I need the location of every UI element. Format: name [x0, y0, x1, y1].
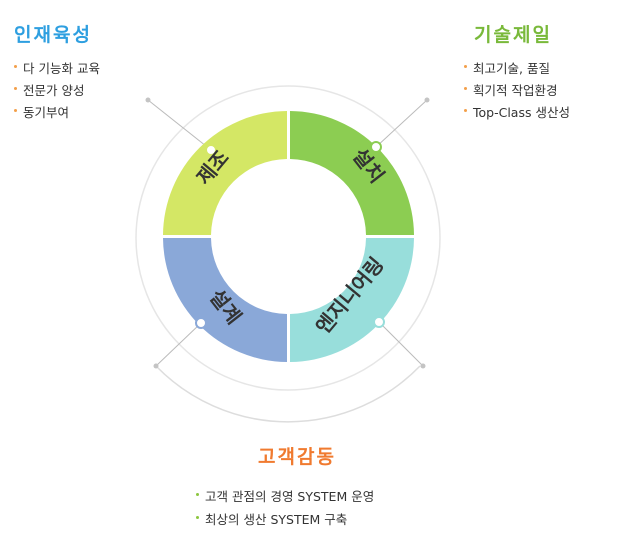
- connector-lines: [147, 99, 428, 367]
- list-item: 획기적 작업환경: [464, 80, 570, 102]
- talent-list: 다 기능화 교육 전문가 양성 동기부여: [14, 58, 100, 124]
- bottom-arc: [155, 365, 421, 423]
- segment-engineering: [290, 238, 414, 362]
- list-item-text: 최고기술, 품질: [473, 61, 550, 76]
- list-item-text: 획기적 작업환경: [473, 83, 558, 98]
- marker-design: [195, 317, 207, 329]
- list-item: 동기부여: [14, 102, 100, 124]
- customer-section: 고객감동 고객 관점의 경영 SYSTEM 운영 최상의 생산 SYSTEM 구…: [196, 442, 374, 531]
- tech-section: 기술제일 최고기술, 품질 획기적 작업환경 Top-Class 생산성: [464, 20, 570, 124]
- bullet-dot: [196, 516, 199, 519]
- bullet-dot: [14, 109, 17, 112]
- list-item: 고객 관점의 경영 SYSTEM 운영: [196, 485, 374, 508]
- connector-talent: [147, 99, 212, 151]
- bullet-dot: [464, 87, 467, 90]
- dot-talent: [145, 97, 151, 103]
- list-item: Top-Class 생산성: [464, 102, 570, 124]
- list-item-text: 동기부여: [23, 105, 70, 120]
- customer-list: 고객 관점의 경영 SYSTEM 운영 최상의 생산 SYSTEM 구축: [196, 485, 374, 531]
- talent-title: 인재육성: [14, 24, 92, 46]
- list-item: 최고기술, 품질: [464, 58, 570, 80]
- customer-title: 고객감동: [258, 446, 336, 468]
- list-item: 전문가 양성: [14, 80, 100, 102]
- list-item-text: Top-Class 생산성: [473, 105, 570, 120]
- bullet-dot: [14, 65, 17, 68]
- bullet-dot: [14, 87, 17, 90]
- list-item-text: 전문가 양성: [23, 83, 85, 98]
- segment-manufacturing: [163, 111, 287, 235]
- bullet-dot: [196, 493, 199, 496]
- list-item-text: 고객 관점의 경영 SYSTEM 운영: [205, 489, 375, 504]
- dot-engineering: [420, 363, 426, 369]
- list-item: 최상의 생산 SYSTEM 구축: [196, 508, 374, 531]
- dot-tech: [424, 97, 430, 103]
- segment-design: [163, 238, 287, 362]
- tech-list: 최고기술, 품질 획기적 작업환경 Top-Class 생산성: [464, 58, 570, 124]
- talent-section: 인재육성 다 기능화 교육 전문가 양성 동기부여: [14, 20, 100, 124]
- list-item-text: 다 기능화 교육: [23, 61, 100, 76]
- marker-manufacturing: [205, 144, 217, 156]
- connector-tech: [375, 99, 428, 148]
- connector-engineering: [378, 321, 424, 367]
- connector-customer: [155, 322, 202, 367]
- bullet-dot: [464, 65, 467, 68]
- connector-end-dots: [145, 97, 430, 369]
- outer-ring: [135, 85, 441, 391]
- segment-installation: [290, 111, 414, 235]
- marker-installation: [370, 141, 382, 153]
- bullet-dot: [464, 109, 467, 112]
- tech-title: 기술제일: [474, 24, 552, 46]
- list-item: 다 기능화 교육: [14, 58, 100, 80]
- list-item-text: 최상의 생산 SYSTEM 구축: [205, 512, 348, 527]
- segment-markers: [195, 141, 385, 329]
- marker-engineering: [373, 316, 385, 328]
- dot-customer: [153, 363, 159, 369]
